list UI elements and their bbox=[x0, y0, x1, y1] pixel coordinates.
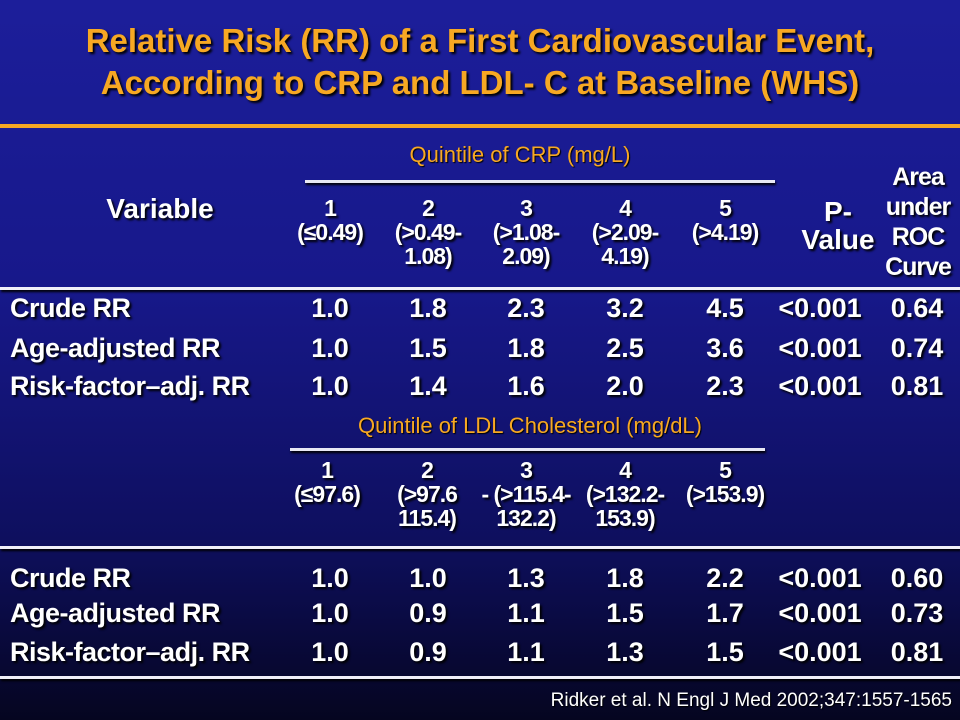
crp-rr-cell: 2.5 bbox=[606, 333, 644, 363]
ldl-rr-cell: 1.5 bbox=[706, 637, 744, 667]
crp-rr-cell: 4.5 bbox=[706, 293, 744, 323]
ldl-rr-cell: 1.1 bbox=[507, 598, 545, 628]
crp-rr-cell: 1.5 bbox=[409, 333, 447, 363]
ldl-section-underline bbox=[290, 448, 765, 451]
slide-title-line1: Relative Risk (RR) of a First Cardiovasc… bbox=[85, 22, 875, 59]
slide-title-line2: According to CRP and LDL- C at Baseline … bbox=[100, 64, 860, 101]
crp-rr-cell: 2.0 bbox=[606, 371, 644, 401]
ldl-row-label: Risk-factor–adj. RR bbox=[10, 637, 250, 667]
ldl-rr-cell: 0.9 bbox=[409, 598, 447, 628]
crp-pvalue-cell: <0.001 bbox=[778, 371, 862, 401]
crp-rr-cell: 2.3 bbox=[706, 371, 744, 401]
crp-quintile-1-header: 1 (≤0.49) bbox=[297, 195, 364, 245]
crp-pvalue-cell: <0.001 bbox=[778, 333, 862, 363]
ldl-quintile-3-header: 3- (>115.4- 132.2) bbox=[481, 457, 571, 531]
crp-rr-cell: 1.0 bbox=[311, 371, 349, 401]
crp-section-label: Quintile of CRP (mg/L) bbox=[409, 142, 631, 167]
ldl-rr-cell: 1.0 bbox=[409, 563, 447, 593]
ldl-auc-cell: 0.60 bbox=[890, 563, 944, 593]
ldl-rr-cell: 1.8 bbox=[606, 563, 644, 593]
ldl-rr-cell: 1.7 bbox=[706, 598, 744, 628]
auc-header: Area under ROC Curve bbox=[885, 163, 952, 281]
crp-rr-cell: 1.8 bbox=[409, 293, 447, 323]
title-divider bbox=[0, 124, 960, 128]
variable-header: Variable bbox=[106, 193, 214, 224]
crp-row-label: Risk-factor–adj. RR bbox=[10, 371, 250, 401]
crp-header-rule bbox=[0, 287, 960, 290]
ldl-rr-cell: 2.2 bbox=[706, 563, 744, 593]
crp-rr-cell: 3.6 bbox=[706, 333, 744, 363]
ldl-row-label: Crude RR bbox=[10, 563, 131, 593]
crp-quintile-4-header: 4 (>2.09- 4.19) bbox=[591, 195, 660, 269]
ldl-auc-cell: 0.81 bbox=[890, 637, 944, 667]
ldl-pvalue-cell: <0.001 bbox=[778, 563, 862, 593]
ldl-row-label: Age-adjusted RR bbox=[10, 598, 221, 628]
ldl-auc-cell: 0.73 bbox=[890, 598, 944, 628]
ldl-header-rule bbox=[0, 546, 960, 549]
table-bottom-rule bbox=[0, 676, 960, 679]
crp-rr-cell: 3.2 bbox=[606, 293, 644, 323]
crp-row-label: Crude RR bbox=[10, 293, 131, 323]
crp-quintile-5-header: 5 (>4.19) bbox=[691, 195, 760, 245]
crp-rr-cell: 1.8 bbox=[507, 333, 545, 363]
ldl-rr-cell: 1.1 bbox=[507, 637, 545, 667]
ldl-quintile-5-header: 5 (>153.9) bbox=[685, 457, 765, 507]
crp-rr-cell: 1.6 bbox=[507, 371, 545, 401]
ldl-pvalue-cell: <0.001 bbox=[778, 637, 862, 667]
crp-section-underline bbox=[305, 180, 775, 183]
ldl-rr-cell: 1.5 bbox=[606, 598, 644, 628]
ldl-rr-cell: 1.3 bbox=[507, 563, 545, 593]
crp-auc-cell: 0.64 bbox=[890, 293, 944, 323]
ldl-quintile-2-header: 2 (>97.6 115.4) bbox=[397, 457, 458, 531]
crp-auc-cell: 0.81 bbox=[890, 371, 944, 401]
crp-rr-cell: 1.0 bbox=[311, 293, 349, 323]
crp-row-label: Age-adjusted RR bbox=[10, 333, 221, 363]
citation: Ridker et al. N Engl J Med 2002;347:1557… bbox=[550, 690, 952, 711]
ldl-rr-cell: 0.9 bbox=[409, 637, 447, 667]
crp-pvalue-cell: <0.001 bbox=[778, 293, 862, 323]
crp-auc-cell: 0.74 bbox=[890, 333, 944, 363]
pvalue-header: P- Value bbox=[801, 196, 875, 255]
crp-rr-cell: 2.3 bbox=[507, 293, 545, 323]
crp-rr-cell: 1.4 bbox=[409, 371, 447, 401]
crp-quintile-2-header: 2 (>0.49- 1.08) bbox=[394, 195, 463, 269]
ldl-rr-cell: 1.3 bbox=[606, 637, 644, 667]
ldl-rr-cell: 1.0 bbox=[311, 563, 349, 593]
ldl-rr-cell: 1.0 bbox=[311, 637, 349, 667]
ldl-quintile-4-header: 4 (>132.2- 153.9) bbox=[585, 457, 665, 531]
ldl-pvalue-cell: <0.001 bbox=[778, 598, 862, 628]
ldl-quintile-1-header: 1 (≤97.6) bbox=[294, 457, 361, 507]
crp-rr-cell: 1.0 bbox=[311, 333, 349, 363]
ldl-section-label: Quintile of LDL Cholesterol (mg/dL) bbox=[357, 413, 702, 438]
ldl-rr-cell: 1.0 bbox=[311, 598, 349, 628]
crp-quintile-3-header: 3 (>1.08- 2.09) bbox=[492, 195, 561, 269]
